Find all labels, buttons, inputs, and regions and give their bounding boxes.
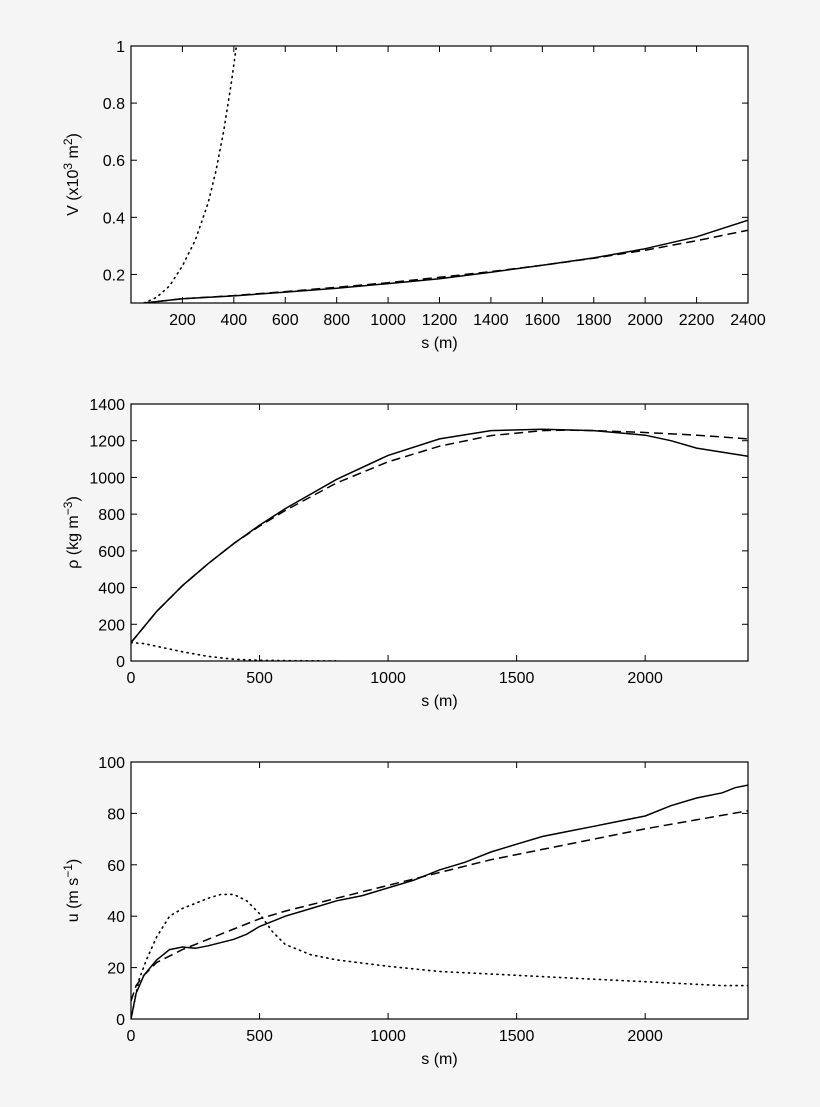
density-y-axis-label: ρ (kg m−3) <box>61 496 82 569</box>
velocity-x-tick-label: 500 <box>246 1028 273 1045</box>
volume-y-axis-label-mid: m <box>65 145 82 163</box>
velocity-panel: 0 500 1000 1500 2000 0 20 40 60 80 100 s (m) u (m s−… <box>61 755 749 1068</box>
density-y-axis-label-base: ρ (kg m <box>65 515 82 569</box>
velocity-y-tick-label: 80 <box>107 806 125 823</box>
density-y-tick-label: 1000 <box>89 470 125 487</box>
density-series-dashed <box>131 429 748 644</box>
velocity-x-tick-label: 1000 <box>370 1028 406 1045</box>
velocity-plot-area <box>130 761 749 1020</box>
volume-y-tick-label: 1 <box>116 39 125 56</box>
volume-x-axis-label: s (m) <box>421 335 457 352</box>
density-y-tick-label: 0 <box>116 654 125 671</box>
volume-x-tick-label: 1800 <box>576 312 612 329</box>
density-y-axis-label-end: ) <box>65 496 82 501</box>
velocity-y-axis-label-exp1: −1 <box>61 864 75 878</box>
velocity-x-tick-label: 0 <box>127 1028 136 1045</box>
density-series-dotted <box>131 641 338 661</box>
velocity-y-tick-label: 0 <box>116 1012 125 1029</box>
volume-x-tick-label: 2000 <box>627 312 663 329</box>
density-x-tick-label: 1000 <box>370 670 406 687</box>
volume-y-axis-label-exp2: 2 <box>61 138 75 145</box>
volume-y-axis-label-exp1: 3 <box>61 163 75 170</box>
volume-y-axis-label-end: ) <box>65 133 82 138</box>
density-x-tick-label: 1500 <box>499 670 535 687</box>
volume-y-tick-label: 0.4 <box>103 210 125 227</box>
density-x-tick-label: 2000 <box>627 670 663 687</box>
velocity-y-tick-label: 20 <box>107 961 125 978</box>
volume-x-tick-label: 800 <box>323 312 350 329</box>
velocity-y-axis-label-end: ) <box>65 859 82 864</box>
volume-x-tick-label: 2200 <box>679 312 715 329</box>
volume-x-tick-label: 1200 <box>422 312 458 329</box>
velocity-series-solid <box>131 784 748 1019</box>
density-x-tick-label: 0 <box>127 670 136 687</box>
volume-x-tick-label: 2400 <box>730 312 766 329</box>
volume-x-tick-label: 1400 <box>473 312 509 329</box>
volume-x-tick-label: 1600 <box>525 312 561 329</box>
density-y-axis-label-exp1: −3 <box>61 501 75 515</box>
volume-y-tick-label: 0.6 <box>103 153 125 170</box>
volume-x-tick-label: 1000 <box>370 312 406 329</box>
volume-y-tick-label: 0.8 <box>103 96 125 113</box>
volume-series-dotted <box>143 46 238 303</box>
density-y-tick-label: 200 <box>98 617 125 634</box>
velocity-x-tick-label: 1500 <box>499 1028 535 1045</box>
density-plot-area <box>130 403 749 662</box>
density-x-axis-label: s (m) <box>421 693 457 710</box>
velocity-y-tick-label: 40 <box>107 909 125 926</box>
velocity-x-axis-label: s (m) <box>421 1051 457 1068</box>
volume-plot-area <box>130 45 749 304</box>
density-y-tick-label: 1400 <box>89 397 125 414</box>
velocity-series-dashed <box>131 810 748 1002</box>
volume-y-tick-label: 0.2 <box>103 267 125 284</box>
volume-x-tick-label: 400 <box>220 312 247 329</box>
density-y-tick-label: 400 <box>98 581 125 598</box>
velocity-y-tick-label: 60 <box>107 858 125 875</box>
volume-y-axis-label: V (x103 m2) <box>61 133 82 216</box>
density-y-tick-label: 800 <box>98 507 125 524</box>
volume-panel: 200 400 600 800 1000 1200 1400 1600 1800 2000 2200… <box>61 39 766 352</box>
density-x-tick-label: 500 <box>246 670 273 687</box>
volume-series-dashed <box>143 229 748 303</box>
velocity-series-dotted <box>131 893 748 1019</box>
velocity-y-axis-label-base: u (m s <box>65 878 82 922</box>
density-y-tick-label: 600 <box>98 544 125 561</box>
velocity-x-tick-label: 2000 <box>627 1028 663 1045</box>
volume-x-tick-label: 200 <box>169 312 196 329</box>
volume-x-tick-label: 600 <box>272 312 299 329</box>
volume-y-axis-label-base: V (x10 <box>65 170 82 216</box>
velocity-y-axis-label: u (m s−1) <box>61 859 82 922</box>
density-panel: 0 500 1000 1500 2000 0 200 400 600 800 1000 1200 140… <box>61 397 749 710</box>
velocity-y-tick-label: 100 <box>98 755 125 772</box>
density-y-tick-label: 1200 <box>89 434 125 451</box>
